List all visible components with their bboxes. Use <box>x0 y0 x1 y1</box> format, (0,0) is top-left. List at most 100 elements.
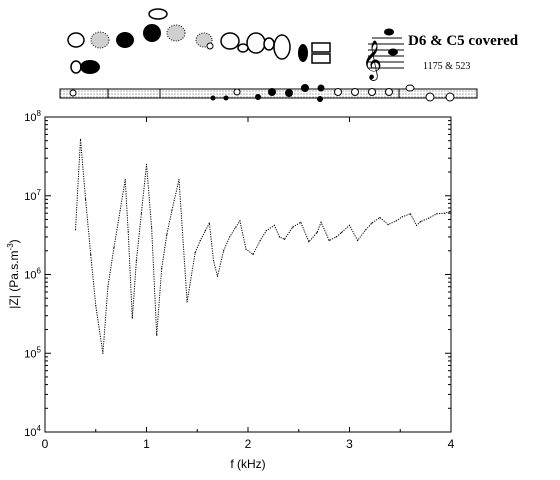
tone-hole-open-icon <box>351 88 359 96</box>
data-point <box>283 238 286 240</box>
key-hole-open-icon <box>206 42 214 50</box>
data-point <box>245 248 247 250</box>
tone-hole-closed-icon <box>223 95 229 101</box>
y-tick-label: 104 <box>24 424 41 439</box>
header-title: D6 & C5 covered <box>408 33 519 49</box>
key-hole-closed-icon <box>143 24 161 42</box>
data-point <box>156 334 158 336</box>
data-point <box>216 275 219 277</box>
series-line <box>75 139 451 354</box>
key-hole-open-icon <box>70 60 82 74</box>
data-point <box>436 213 438 215</box>
data-point <box>395 220 397 222</box>
music-staff: 𝄞 <box>362 28 404 81</box>
data-point <box>85 198 87 200</box>
data-point <box>204 230 206 232</box>
data-point <box>379 216 381 219</box>
y-axis-label-exponent: -3 <box>6 243 15 251</box>
data-point <box>320 221 322 223</box>
key-hole-open-icon <box>148 8 168 20</box>
data-point <box>127 231 129 233</box>
data-point <box>278 236 281 238</box>
data-point <box>178 179 180 181</box>
y-tick-label: 107 <box>24 188 41 203</box>
data-point <box>171 209 173 212</box>
data-point <box>151 226 153 228</box>
data-point <box>161 267 163 269</box>
data-point <box>387 224 389 226</box>
data-point <box>415 224 418 226</box>
key-hole-closed-icon <box>298 44 308 62</box>
data-point <box>199 239 201 242</box>
y-axis-label: |Z| (Pa.s.m-3) <box>6 239 21 308</box>
tone-hole-open-icon <box>368 88 376 96</box>
data-point <box>273 224 275 226</box>
tone-hole-open-icon <box>445 92 455 102</box>
tone-hole-closed-icon <box>317 96 323 102</box>
tone-hole-closed-icon <box>210 95 216 101</box>
data-point <box>265 230 267 232</box>
tone-hole-closed-icon <box>301 84 309 92</box>
data-point <box>166 234 168 236</box>
data-point <box>229 236 231 238</box>
tone-hole-open-icon <box>334 88 342 96</box>
data-point <box>223 250 225 252</box>
data-point <box>335 236 337 238</box>
key-plate <box>311 42 331 53</box>
key-hole-open-icon <box>237 43 249 53</box>
data-point <box>328 239 330 242</box>
x-tick-label: 3 <box>346 437 353 451</box>
tone-hole-open-icon <box>233 88 241 96</box>
data-point <box>357 239 359 242</box>
series-points <box>74 138 451 354</box>
data-point <box>348 224 351 226</box>
data-point <box>74 229 77 231</box>
data-point <box>135 260 137 262</box>
y-tick-label: 105 <box>24 345 41 360</box>
data-point <box>90 253 92 255</box>
data-point <box>194 251 196 254</box>
impedance-chart: 0 1 2 3 4 104 105 106 107 108 f (kHz) |Z| (Pa.s.… <box>6 109 455 471</box>
tone-hole-closed-icon <box>317 84 325 92</box>
key-hole-open-icon <box>67 32 85 48</box>
tone-hole-closed-icon <box>255 94 261 100</box>
y-tick-label: 106 <box>24 267 41 282</box>
tone-hole-closed-icon <box>285 89 293 97</box>
data-point <box>107 286 109 288</box>
data-point <box>140 212 142 214</box>
key-hole-dotted-icon <box>166 24 186 42</box>
tone-hole-open-icon <box>405 84 415 92</box>
data-point <box>145 163 148 165</box>
data-point <box>186 301 188 303</box>
instrument-body <box>59 84 478 102</box>
data-point <box>340 232 342 234</box>
key-hole-open-icon <box>220 32 240 50</box>
data-point <box>119 209 121 212</box>
note-head-icon <box>384 28 394 36</box>
key-hole-open-icon <box>246 32 266 54</box>
header-frequencies: 1175 & 523 <box>423 61 470 72</box>
x-tick-label: 2 <box>245 437 252 451</box>
data-point <box>252 253 254 255</box>
x-axis: 0 1 2 3 4 <box>42 117 455 451</box>
data-point <box>300 221 302 223</box>
x-axis-label: f (kHz) <box>230 457 265 471</box>
data-point <box>409 213 411 215</box>
data-point <box>102 352 104 354</box>
tone-hole-closed-icon <box>268 88 276 96</box>
data-point <box>124 179 126 181</box>
key-hole-open-icon <box>263 37 275 51</box>
data-point <box>420 221 422 223</box>
data-point <box>259 239 261 242</box>
key-hole-closed-icon <box>80 60 100 74</box>
data-point <box>428 217 430 219</box>
data-point <box>95 305 97 307</box>
key-hole-dotted-icon <box>90 31 110 49</box>
y-axis: 104 105 106 107 108 <box>24 109 451 439</box>
data-point <box>212 260 215 262</box>
data-point <box>371 222 373 224</box>
plot-frame <box>44 116 452 433</box>
x-tick-label: 1 <box>143 437 150 451</box>
x-tick-label: 0 <box>42 437 49 451</box>
